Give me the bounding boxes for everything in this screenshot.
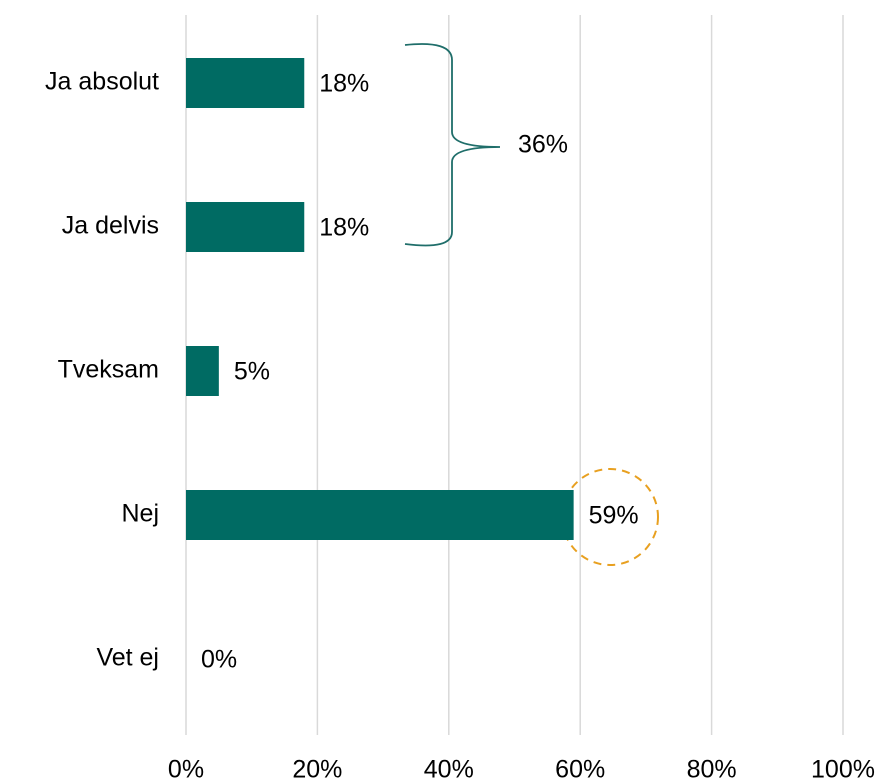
x-tick-label: 60% <box>555 756 605 784</box>
value-label: 0% <box>201 646 237 674</box>
bar <box>186 490 574 540</box>
x-tick-label: 0% <box>168 756 204 784</box>
brace <box>404 43 501 247</box>
bar <box>186 202 305 252</box>
y-tick-label: Ja delvis <box>62 212 159 240</box>
bar <box>186 346 219 396</box>
y-tick-label: Nej <box>121 500 159 528</box>
value-label: 5% <box>234 358 270 386</box>
y-tick-label: Tveksam <box>58 356 159 384</box>
bar <box>186 58 305 108</box>
x-tick-label: 100% <box>811 756 875 784</box>
highlight-circle <box>561 468 659 566</box>
annotation: 36% <box>518 131 568 159</box>
value-label: 18% <box>319 214 369 242</box>
x-tick-label: 80% <box>687 756 737 784</box>
x-tick-label: 40% <box>424 756 474 784</box>
x-tick-label: 20% <box>292 756 342 784</box>
value-label: 18% <box>319 70 369 98</box>
value-label: 59% <box>589 502 639 530</box>
y-tick-label: Vet ej <box>96 644 159 672</box>
y-tick-label: Ja absolut <box>45 68 159 96</box>
